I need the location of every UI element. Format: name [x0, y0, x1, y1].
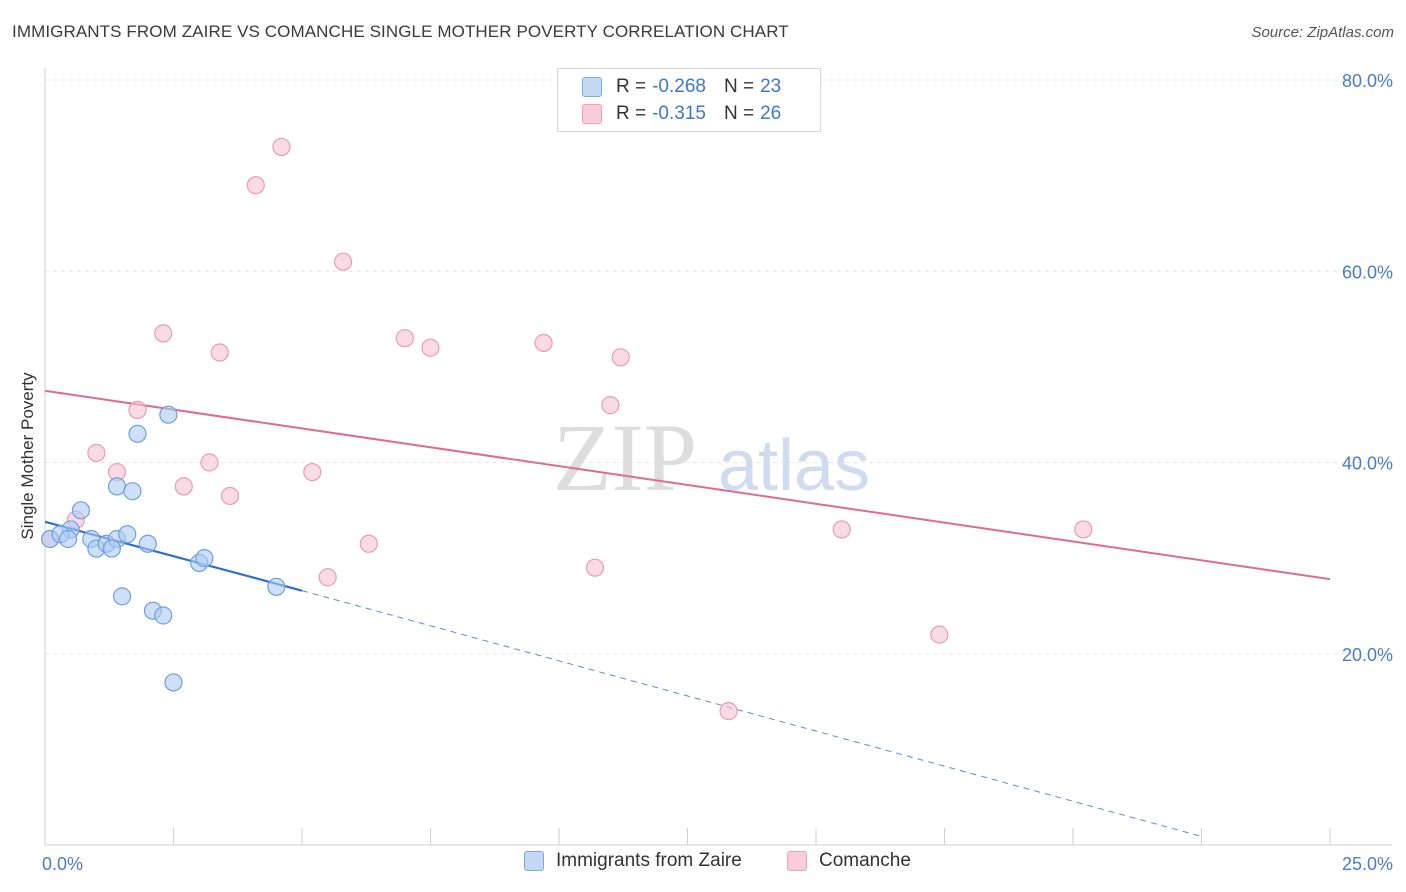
comanche-point — [359, 534, 378, 553]
watermark-atlas: atlas — [718, 426, 870, 506]
comanche-point — [534, 333, 553, 353]
y-axis-title: Single Mother Poverty — [18, 372, 37, 540]
y-tick-label: 20.0% — [1342, 645, 1393, 665]
watermark: ZIP atlas — [553, 404, 870, 511]
comanche-point — [930, 625, 949, 644]
y-tick-label: 80.0% — [1342, 71, 1393, 91]
comanche-point — [611, 348, 630, 367]
comanche-point — [220, 486, 240, 506]
legend-item-label: Comanche — [819, 850, 911, 871]
legend-n-label: N = — [723, 76, 755, 97]
x-tick-label: 0.0% — [42, 854, 83, 874]
comanche-point — [601, 396, 620, 415]
comanche-point — [87, 443, 106, 463]
zaire-point — [123, 482, 142, 501]
x-tick-label: 25.0% — [1342, 854, 1393, 874]
y-tick-label: 40.0% — [1342, 454, 1393, 474]
comanche-point — [395, 329, 414, 348]
chart-title: IMMIGRANTS FROM ZAIRE VS COMANCHE SINGLE… — [12, 22, 789, 41]
axes — [44, 68, 1392, 846]
zaire-point — [118, 525, 137, 544]
correlation-legend: R = -0.268 N = 23 R = -0.315 N = 26 — [557, 68, 821, 132]
comanche-point — [421, 338, 440, 357]
grid-lines — [45, 79, 1392, 655]
data-points — [41, 137, 1093, 721]
zaire-point — [138, 534, 157, 553]
zaire-point — [128, 424, 147, 443]
trend-line-comanche — [44, 389, 1331, 581]
legend-swatch-blue — [582, 77, 602, 97]
comanche-point — [154, 324, 173, 343]
legend-n-label: N = — [723, 103, 755, 124]
legend-r-value: -0.268 — [652, 76, 706, 97]
legend-row-zaire: R = -0.268 N = 23 — [582, 74, 781, 100]
zaire-point — [102, 539, 121, 558]
legend-item-zaire: Immigrants from Zaire — [524, 850, 742, 872]
legend-row-comanche: R = -0.315 N = 26 — [582, 101, 781, 127]
trend-line-zaire — [44, 520, 303, 592]
legend-swatch-blue — [524, 851, 544, 871]
comanche-point — [246, 176, 265, 195]
trend-extension-zaire — [301, 590, 1202, 837]
source-label: Source: ZipAtlas.com — [1251, 24, 1394, 41]
zaire-point — [195, 549, 214, 568]
zaire-point — [112, 587, 132, 606]
zaire-point — [164, 673, 183, 692]
zaire-point — [159, 405, 178, 424]
watermark-zip: ZIP — [553, 404, 697, 511]
zaire-point — [59, 529, 78, 549]
comanche-point — [272, 137, 291, 157]
series-legend: Immigrants from Zaire Comanche — [0, 850, 1406, 878]
comanche-point — [334, 252, 353, 271]
comanche-point — [585, 558, 605, 577]
comanche-point — [318, 568, 337, 587]
legend-n-value: 26 — [760, 103, 782, 124]
legend-r-label: R = — [616, 76, 647, 97]
legend-swatch-pink — [787, 851, 807, 871]
y-tick-label: 60.0% — [1342, 262, 1393, 282]
legend-item-comanche: Comanche — [787, 850, 911, 872]
zaire-point — [154, 606, 173, 625]
tick-labels: 20.0% 40.0% 60.0% 80.0% 0.0% 25.0% — [42, 71, 1393, 874]
comanche-point — [832, 520, 851, 539]
comanche-point — [1074, 520, 1093, 539]
legend-r-value: -0.315 — [652, 103, 706, 124]
comanche-point — [210, 343, 229, 362]
legend-r-label: R = — [616, 103, 647, 124]
comanche-point — [719, 702, 738, 721]
legend-swatch-pink — [582, 104, 602, 124]
comanche-point — [128, 400, 147, 420]
legend-item-label: Immigrants from Zaire — [556, 850, 742, 871]
zaire-point — [267, 577, 286, 596]
comanche-point — [200, 453, 219, 472]
comanche-point — [303, 462, 322, 482]
comanche-point — [174, 477, 193, 496]
zaire-point — [71, 501, 91, 520]
zaire-point — [107, 477, 127, 496]
legend-n-value: 23 — [760, 76, 782, 97]
